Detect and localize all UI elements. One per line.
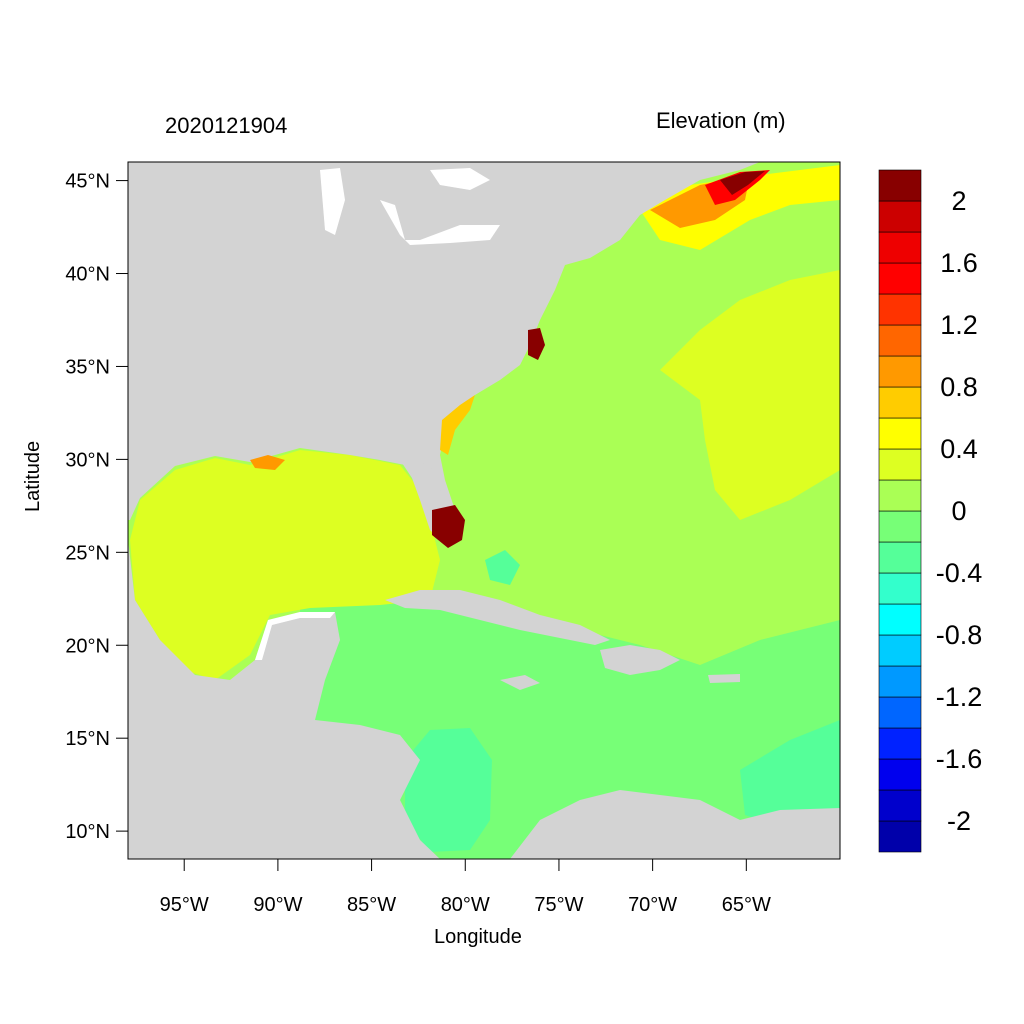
colorbar-swatch: [878, 417, 922, 450]
colorbar-swatch: [878, 324, 922, 357]
great-lakes: [320, 168, 500, 245]
carolina-coast-surge: [528, 328, 545, 360]
colorbar-tick-label: 2: [951, 186, 966, 216]
gulf-of-maine-surge: [640, 165, 840, 250]
colorbar-swatch: [878, 262, 922, 295]
bahamas-zone: [485, 550, 520, 585]
colorbar-swatch: [878, 634, 922, 667]
bay-of-fundy-surge-max: [720, 171, 765, 195]
y-axis-label: Latitude: [22, 440, 44, 512]
y-tick-label: 15°N: [65, 728, 110, 750]
x-tick-label: 70°W: [628, 894, 677, 916]
caribbean-low-patch-west: [405, 728, 492, 852]
georgia-coast-zone: [440, 395, 475, 455]
colorbar-tick-label: -1.2: [936, 682, 983, 712]
colorbar-swatch: [878, 200, 922, 233]
variable-title: Elevation (m): [656, 108, 786, 133]
y-tick-label: 45°N: [65, 171, 110, 193]
colorbar-swatch: [878, 572, 922, 605]
x-tick-label: 75°W: [534, 894, 583, 916]
timestamp-title: 2020121904: [165, 113, 288, 138]
colorbar-tick-label: 0.8: [940, 372, 978, 402]
colorbar-swatch: [878, 231, 922, 264]
land-hispaniola: [600, 645, 680, 675]
yucatan-coast: [255, 612, 335, 660]
x-tick-label: 95°W: [160, 894, 209, 916]
x-tick-label: 65°W: [722, 894, 771, 916]
gulf-of-mexico: [130, 450, 440, 680]
caribbean-low-patch-east: [740, 720, 840, 830]
colorbar-swatch: [878, 355, 922, 388]
south-florida-surge: [432, 505, 465, 548]
land-central-america: [128, 540, 440, 859]
y-tick-label: 30°N: [65, 449, 110, 471]
colorbar-swatch: [878, 448, 922, 481]
land-puerto-rico: [708, 674, 740, 683]
colorbar-swatch: [878, 293, 922, 326]
colorbar-swatch: [878, 386, 922, 419]
y-tick-label: 35°N: [65, 356, 110, 378]
colorbar-swatch: [878, 789, 922, 822]
colorbar-tick-label: -0.8: [936, 620, 983, 650]
map-panel: [128, 162, 840, 859]
colorbar-swatch: [878, 479, 922, 512]
colorbar: -2 -1.6 -1.2 -0.8 -0.4 0 0.4 0.8 1.2 1.6 2: [878, 169, 983, 853]
land-south-america: [510, 790, 840, 859]
colorbar-tick-label: -1.6: [936, 744, 983, 774]
colorbar-swatch: [878, 169, 922, 202]
colorbar-swatch: [878, 696, 922, 729]
y-axis: 45°N 40°N 35°N 30°N 25°N 20°N 15°N 10°N: [65, 171, 128, 843]
land-cuba: [385, 590, 610, 645]
colorbar-tick-label: 0: [951, 496, 966, 526]
x-tick-label: 85°W: [347, 894, 396, 916]
colorbar-tick-label: -2: [947, 806, 971, 836]
colorbar-tick-label: 0.4: [940, 434, 978, 464]
colorbar-tick-label: -0.4: [936, 558, 983, 588]
x-tick-label: 90°W: [253, 894, 302, 916]
land-jamaica: [500, 675, 540, 690]
colorbar-swatch: [878, 758, 922, 791]
x-axis-label: Longitude: [434, 926, 522, 948]
colorbar-swatch: [878, 727, 922, 760]
colorbar-swatch: [878, 541, 922, 574]
colorbar-swatch: [878, 820, 922, 853]
louisiana-coast-surge: [250, 455, 285, 470]
colorbar-tick-label: 1.2: [940, 310, 978, 340]
colorbar-tick-label: 1.6: [940, 248, 978, 278]
colorbar-swatch: [878, 603, 922, 636]
colorbar-swatch: [878, 665, 922, 698]
map-frame: [127, 161, 841, 860]
atlantic-central-zone: [660, 270, 840, 520]
x-tick-label: 80°W: [441, 894, 490, 916]
colorbar-swatch: [878, 510, 922, 543]
land-north-america: [128, 162, 760, 545]
y-tick-label: 25°N: [65, 542, 110, 564]
y-tick-label: 10°N: [65, 821, 110, 843]
y-tick-label: 20°N: [65, 635, 110, 657]
y-tick-label: 40°N: [65, 264, 110, 286]
x-axis: 95°W 90°W 85°W 80°W 75°W 70°W 65°W: [160, 859, 771, 916]
